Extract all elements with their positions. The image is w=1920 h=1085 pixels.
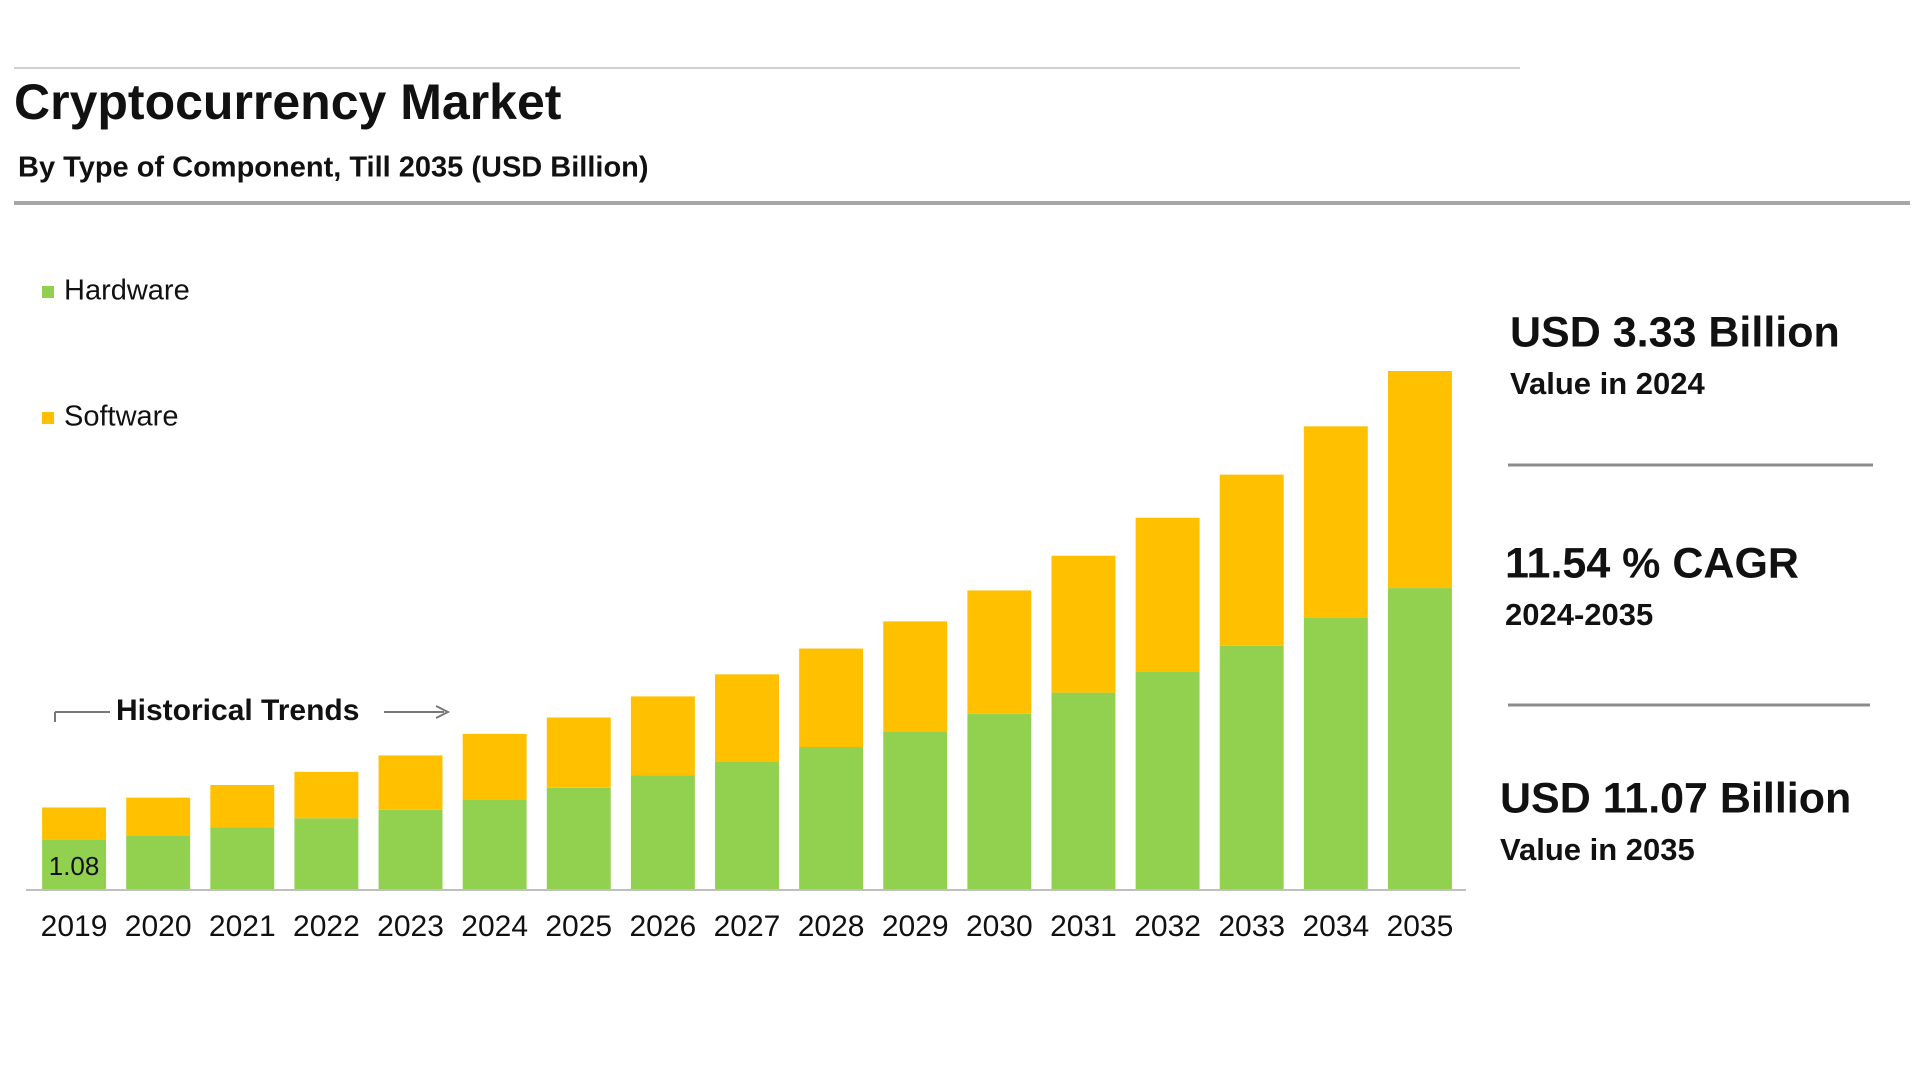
bar-segment xyxy=(294,771,359,819)
bar-segment xyxy=(462,733,527,800)
x-tick-label: 2028 xyxy=(798,910,865,943)
x-tick-label: 2019 xyxy=(41,910,108,943)
bar-segment xyxy=(1303,617,1368,890)
x-tick-label: 2033 xyxy=(1218,910,1285,943)
bar-segment xyxy=(715,762,779,890)
data-label: 1.08 xyxy=(49,851,100,881)
bar-segment xyxy=(126,835,191,890)
bar-segment xyxy=(1303,426,1368,618)
bar-segment xyxy=(799,648,864,748)
bar-segment xyxy=(378,755,443,810)
x-tick-label: 2023 xyxy=(377,910,444,943)
legend-swatch xyxy=(42,286,54,298)
bar-segment xyxy=(42,839,107,890)
x-tick-label: 2022 xyxy=(293,910,360,943)
highlight-caption: 2024-2035 xyxy=(1505,597,1653,632)
bar-segment xyxy=(546,787,611,890)
bar-segment xyxy=(883,621,948,733)
bar-segment xyxy=(462,799,527,890)
highlight-caption: Value in 2024 xyxy=(1510,366,1705,401)
chart-title: Cryptocurrency Market xyxy=(14,74,562,130)
bar-segment xyxy=(546,717,611,788)
bar-segment xyxy=(1135,671,1200,890)
bar-segment xyxy=(42,807,107,840)
bar-segment xyxy=(967,713,1032,890)
x-tick-label: 2026 xyxy=(630,910,697,943)
highlight-caption: Value in 2035 xyxy=(1500,832,1695,867)
x-tick-label: 2021 xyxy=(209,910,276,943)
bar-segment xyxy=(630,696,695,776)
legend-swatch xyxy=(42,412,54,424)
bar-segment xyxy=(883,732,948,890)
bar-segment xyxy=(799,747,864,890)
highlight-value: USD 3.33 Billion xyxy=(1510,308,1840,356)
highlight-value: USD 11.07 Billion xyxy=(1500,774,1851,822)
bar-segment xyxy=(1219,645,1284,890)
x-tick-label: 2031 xyxy=(1050,910,1117,943)
x-tick-label: 2034 xyxy=(1302,910,1369,943)
x-tick-label: 2035 xyxy=(1387,910,1454,943)
bar-segment xyxy=(294,818,359,890)
x-tick-label: 2029 xyxy=(882,910,949,943)
bar-segment xyxy=(210,827,275,890)
legend-label: Software xyxy=(64,401,178,433)
bar-segment xyxy=(1387,371,1452,589)
bar-segment xyxy=(1135,517,1200,672)
bar-segment xyxy=(126,797,191,836)
bar-segment xyxy=(1387,588,1452,890)
x-tick-label: 2032 xyxy=(1134,910,1201,943)
x-tick-label: 2020 xyxy=(125,910,192,943)
bar-segment xyxy=(1051,692,1116,890)
bar-segment xyxy=(715,674,779,763)
bar-segment xyxy=(630,775,695,890)
bar-segment xyxy=(1051,555,1116,693)
x-tick-label: 2030 xyxy=(966,910,1033,943)
legend-label: Hardware xyxy=(64,275,190,307)
bar-segment xyxy=(210,784,275,828)
bar-segment xyxy=(967,590,1032,714)
highlight-value: 11.54 % CAGR xyxy=(1505,539,1799,587)
annotation-arrow xyxy=(435,705,451,719)
bar-segment xyxy=(378,809,443,890)
x-tick-label: 2027 xyxy=(714,910,781,943)
x-tick-label: 2025 xyxy=(545,910,612,943)
chart-subtitle: By Type of Component, Till 2035 (USD Bil… xyxy=(18,152,649,184)
x-tick-label: 2024 xyxy=(461,910,528,943)
bar-segment xyxy=(1219,474,1284,646)
annotation: Historical Trends xyxy=(116,694,359,727)
